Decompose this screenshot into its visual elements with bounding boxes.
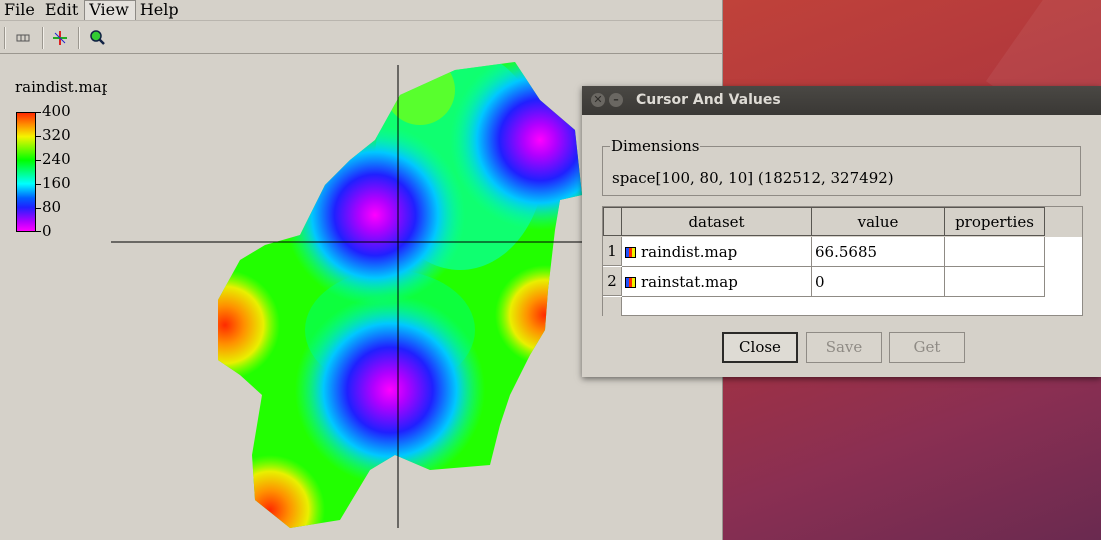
column-header-dataset[interactable]: dataset (621, 207, 812, 236)
table-row[interactable]: rainstat.map (622, 267, 812, 297)
value-cell[interactable]: 66.5685 (812, 237, 945, 267)
close-button[interactable]: Close (722, 332, 798, 363)
legend-tick (36, 184, 41, 185)
legend-label-320: 320 (42, 126, 71, 144)
zoom-icon[interactable] (86, 27, 108, 49)
toolbar (0, 20, 722, 54)
value-cell[interactable]: 0 (812, 267, 945, 297)
menu-file[interactable]: File (4, 0, 35, 19)
legend-tick (36, 136, 41, 137)
properties-cell[interactable] (945, 237, 1045, 267)
menubar: File Edit View Help (0, 0, 722, 21)
toolbar-separator (42, 27, 44, 49)
dimensions-value: space[100, 80, 10] (182512, 327492) (612, 169, 894, 187)
dataset-icon (625, 277, 636, 288)
legend-title: raindist.map (15, 78, 107, 96)
menu-view[interactable]: View (84, 0, 136, 21)
legend-tick (36, 208, 41, 209)
cursor-values-dialog: ✕ – Cursor And Values Dimensions space[1… (582, 86, 1101, 377)
menu-help[interactable]: Help (139, 0, 179, 19)
row-number[interactable]: 1 (603, 237, 622, 266)
legend-label-0: 0 (42, 222, 52, 240)
properties-cell[interactable] (945, 267, 1045, 297)
dimensions-group (602, 146, 1081, 196)
legend-label-160: 160 (42, 174, 71, 192)
legend-tick (36, 160, 41, 161)
dialog-title: Cursor And Values (636, 92, 781, 108)
toolbar-separator (78, 27, 80, 49)
row-number-empty (603, 297, 622, 316)
legend-label-240: 240 (42, 150, 71, 168)
columns-icon[interactable] (12, 27, 34, 49)
dialog-titlebar[interactable]: ✕ – Cursor And Values (582, 86, 1101, 115)
legend-label-80: 80 (42, 198, 62, 216)
rainfall-surface (218, 62, 582, 528)
legend-tick (36, 231, 41, 232)
close-icon[interactable]: ✕ (591, 93, 605, 107)
legend-label-400: 400 (42, 102, 71, 120)
dataset-name: raindist.map (641, 243, 738, 261)
dimensions-label: Dimensions (610, 137, 701, 155)
row-number[interactable]: 2 (603, 267, 622, 296)
header-corner (603, 207, 622, 236)
raster-map[interactable] (0, 0, 722, 540)
table-header: dataset value properties (603, 207, 1082, 237)
column-header-properties[interactable]: properties (944, 207, 1045, 236)
toolbar-separator (4, 27, 6, 49)
legend-tick (36, 112, 41, 113)
menu-edit[interactable]: Edit (44, 0, 79, 19)
dataset-icon (625, 247, 636, 258)
dataset-name: rainstat.map (641, 273, 738, 291)
minimize-icon[interactable]: – (609, 93, 623, 107)
values-table: dataset value properties 1 raindist.map … (602, 206, 1083, 316)
table-row[interactable]: raindist.map (622, 237, 812, 267)
get-button[interactable]: Get (889, 332, 965, 363)
crosshair-icon[interactable] (49, 27, 71, 49)
column-header-value[interactable]: value (811, 207, 945, 236)
color-scale-bar (16, 112, 36, 232)
save-button[interactable]: Save (806, 332, 882, 363)
